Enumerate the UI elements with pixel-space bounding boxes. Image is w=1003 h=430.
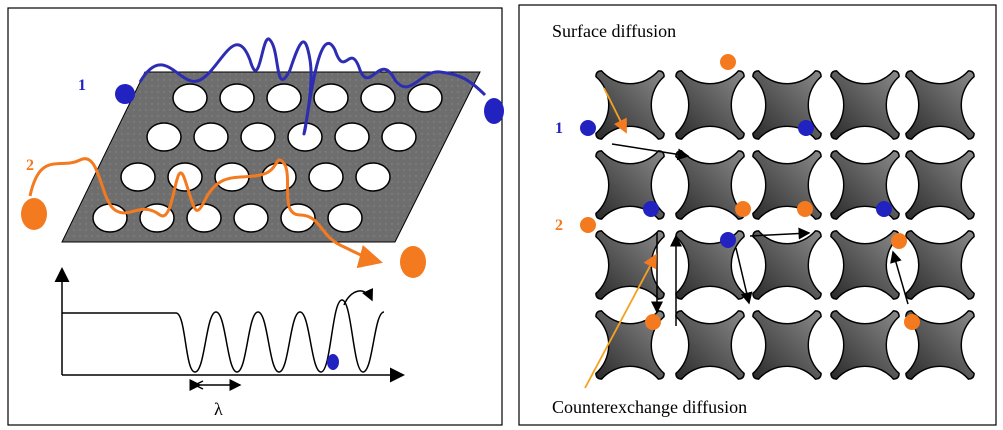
- particle-1: [115, 84, 135, 104]
- page: {"left_panel": {"particle_1": "1", "part…: [0, 0, 1003, 430]
- lambda: λ: [214, 399, 223, 419]
- diagram: 1 2 λ Surface diffusion 1 2 Counterexcha…: [0, 0, 1003, 430]
- caption: Counterexchange diffusion: [552, 397, 747, 417]
- particle-2: [21, 198, 47, 230]
- hop-arrow: [344, 291, 372, 305]
- label-1: 1: [78, 77, 86, 94]
- label-1: 1: [555, 120, 563, 137]
- particle: [327, 354, 339, 370]
- label-2: 2: [555, 217, 563, 234]
- particle-2-out: [400, 246, 426, 278]
- title: Surface diffusion: [552, 21, 676, 41]
- lattice: [596, 71, 974, 379]
- label-2: 2: [26, 157, 34, 174]
- particle-1-out: [484, 98, 504, 124]
